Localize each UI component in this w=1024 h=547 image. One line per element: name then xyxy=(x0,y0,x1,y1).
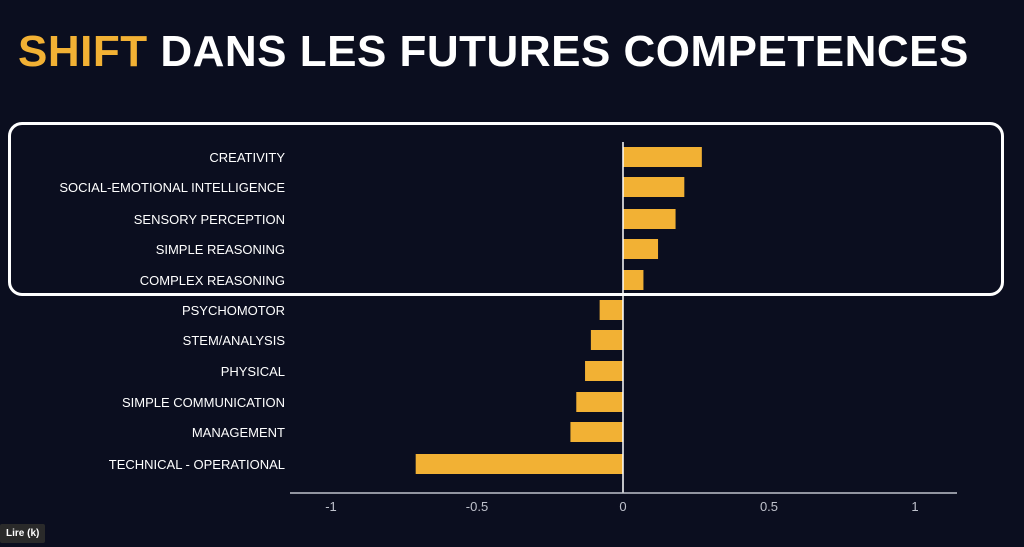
bar-physical xyxy=(585,361,623,381)
bar-creativity xyxy=(623,147,702,167)
bar-simple-communication xyxy=(576,392,623,412)
category-label: SIMPLE COMMUNICATION xyxy=(122,395,285,410)
slide-title-highlight: SHIFT xyxy=(18,27,148,76)
bar-management xyxy=(570,422,623,442)
bar-complex-reasoning xyxy=(623,270,644,290)
category-label: SIMPLE REASONING xyxy=(156,242,285,257)
category-label: CREATIVITY xyxy=(209,150,285,165)
slide-title-rest: DANS LES FUTURES COMPETENCES xyxy=(147,27,969,76)
category-label: PHYSICAL xyxy=(221,364,285,379)
category-label: STEM/ANALYSIS xyxy=(183,333,286,348)
bar-technical-operational xyxy=(415,454,623,474)
x-tick-label: -0.5 xyxy=(466,499,488,514)
bar-simple-reasoning xyxy=(623,239,659,259)
bar-social-emotional-intelligence xyxy=(623,177,685,197)
category-label: PSYCHOMOTOR xyxy=(182,303,285,318)
bar-psychomotor xyxy=(599,300,623,320)
category-label: COMPLEX REASONING xyxy=(140,273,285,288)
x-tick-label: 1 xyxy=(911,499,918,514)
play-tooltip[interactable]: Lire (k) xyxy=(0,524,46,543)
category-label: SENSORY PERCEPTION xyxy=(134,212,285,227)
slide-title: SHIFT DANS LES FUTURES COMPETENCES xyxy=(18,30,969,74)
bar-sensory-perception xyxy=(623,209,676,229)
x-tick-label: 0 xyxy=(619,499,626,514)
x-tick-label: -1 xyxy=(325,499,337,514)
highlighted-skills-box xyxy=(8,122,1004,296)
category-label: TECHNICAL - OPERATIONAL xyxy=(109,457,285,472)
bar-stem-analysis xyxy=(590,330,623,350)
category-label: SOCIAL-EMOTIONAL INTELLIGENCE xyxy=(59,180,285,195)
x-tick-label: 0.5 xyxy=(760,499,778,514)
category-label: MANAGEMENT xyxy=(192,425,285,440)
